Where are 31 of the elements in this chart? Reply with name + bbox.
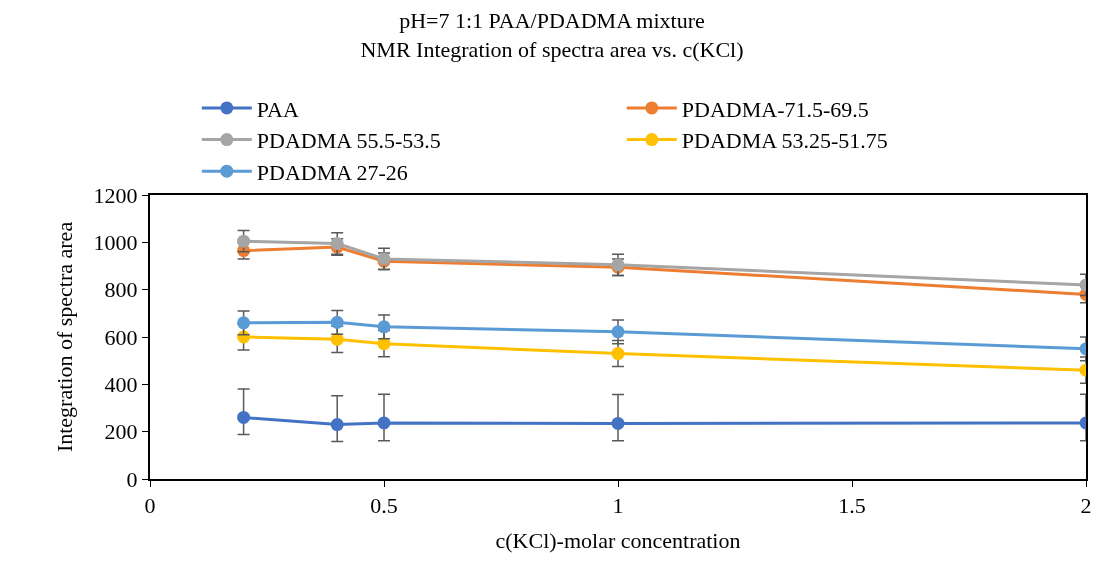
y-axis-title: Integration of spectra area [51, 221, 77, 453]
point [611, 416, 625, 430]
point [377, 320, 391, 334]
legend-label: PDADMA-71.5-69.5 [681, 96, 869, 122]
point [611, 325, 625, 339]
point [237, 234, 251, 248]
legend-label: PDADMA 53.25-51.75 [681, 128, 888, 154]
x-axis-title: c(KCl)-molar concentration [495, 527, 741, 553]
y-tick-label: 600 [104, 324, 138, 350]
legend-label: PAA [256, 96, 299, 122]
y-tick-label: 1000 [93, 230, 138, 256]
point [330, 315, 344, 329]
y-tick-label: 800 [104, 277, 138, 303]
point [237, 410, 251, 424]
chart-title: pH=7 1:1 PAA/PDADMA mixture NMR Integration of spectra area vs. c(KCl) [360, 8, 744, 62]
point [237, 316, 251, 330]
point [330, 418, 344, 432]
x-tick-label: 0.5 [370, 493, 398, 519]
x-tick-label: 2 [1080, 493, 1092, 519]
y-tick-label: 200 [104, 419, 138, 445]
point [611, 347, 625, 361]
y-tick-label: 400 [104, 372, 138, 398]
x-tick-label: 0 [144, 493, 156, 519]
point [377, 416, 391, 430]
point [377, 337, 391, 351]
legend-label: PDADMA 55.5-53.5 [256, 128, 441, 154]
x-tick-label: 1.5 [838, 493, 866, 519]
y-tick-label: 0 [126, 466, 138, 492]
legend-label: PDADMA 27-26 [256, 159, 408, 185]
y-tick-label: 1200 [93, 182, 138, 208]
x-tick-label: 1 [612, 493, 624, 519]
